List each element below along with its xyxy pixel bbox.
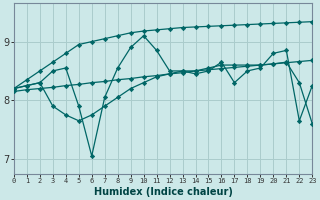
X-axis label: Humidex (Indice chaleur): Humidex (Indice chaleur) xyxy=(94,187,233,197)
